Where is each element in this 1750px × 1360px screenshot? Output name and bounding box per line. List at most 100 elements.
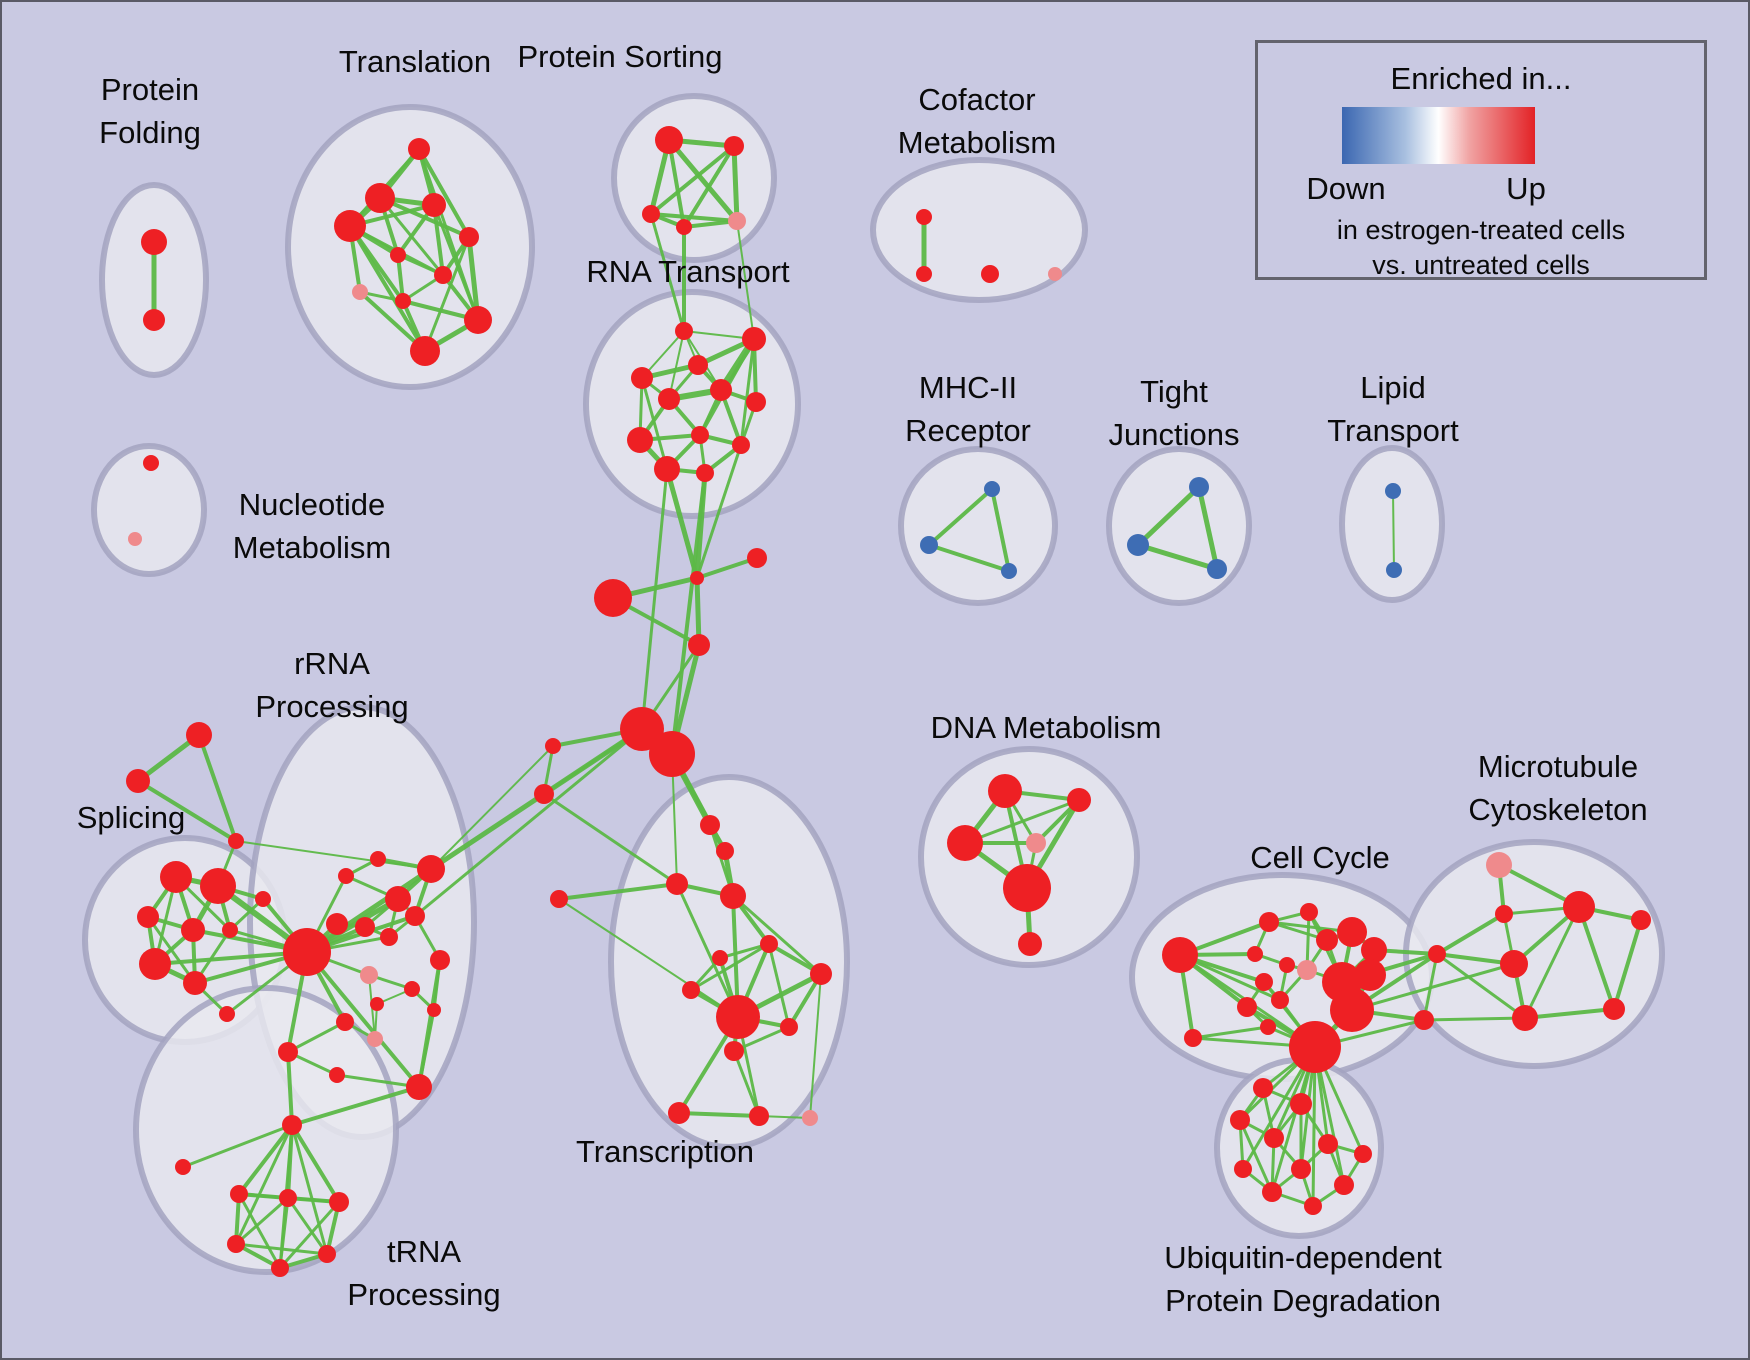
node-cc2[interactable] <box>1300 903 1318 921</box>
node-ps1[interactable] <box>724 136 744 156</box>
node-rt10[interactable] <box>654 456 680 482</box>
node-rr4[interactable] <box>326 913 348 935</box>
node-sp8[interactable] <box>255 891 271 907</box>
node-t6[interactable] <box>434 266 452 284</box>
node-cc14[interactable] <box>1330 988 1374 1032</box>
node-sp5[interactable] <box>139 948 171 980</box>
node-t0[interactable] <box>408 138 430 160</box>
node-tr12[interactable] <box>668 1102 690 1124</box>
node-rr10[interactable] <box>404 981 420 997</box>
node-cc8[interactable] <box>1297 960 1317 980</box>
node-ub9[interactable] <box>1262 1182 1282 1202</box>
node-rr1[interactable] <box>370 851 386 867</box>
node-h1[interactable] <box>620 707 664 751</box>
node-mh2[interactable] <box>1001 563 1017 579</box>
node-tr14[interactable] <box>802 1110 818 1126</box>
node-tr1[interactable] <box>716 842 734 860</box>
node-cc7[interactable] <box>1279 957 1295 973</box>
node-sg2[interactable] <box>228 833 244 849</box>
node-rt0[interactable] <box>675 322 693 340</box>
node-cc11[interactable] <box>1354 959 1386 991</box>
node-sp2[interactable] <box>137 906 159 928</box>
node-cf0[interactable] <box>916 209 932 225</box>
node-t4[interactable] <box>459 227 479 247</box>
node-tj2[interactable] <box>1207 559 1227 579</box>
node-cc12[interactable] <box>1237 997 1257 1017</box>
node-cc1[interactable] <box>1259 912 1279 932</box>
node-ub4[interactable] <box>1318 1134 1338 1154</box>
node-rt5[interactable] <box>710 379 732 401</box>
node-cf1[interactable] <box>916 266 932 282</box>
node-RR[interactable] <box>283 928 331 976</box>
node-t8[interactable] <box>395 293 411 309</box>
node-sp6[interactable] <box>183 971 207 995</box>
node-rr11[interactable] <box>370 997 384 1011</box>
node-t3[interactable] <box>334 210 366 242</box>
node-ps4[interactable] <box>728 212 746 230</box>
node-ub0[interactable] <box>1253 1078 1273 1098</box>
node-t2[interactable] <box>422 193 446 217</box>
node-rr15[interactable] <box>278 1042 298 1062</box>
node-t1[interactable] <box>365 183 395 213</box>
node-mt2[interactable] <box>1563 891 1595 923</box>
node-hx3[interactable] <box>227 1235 245 1253</box>
node-rt4[interactable] <box>658 388 680 410</box>
node-rr14[interactable] <box>367 1031 383 1047</box>
node-cc16[interactable] <box>1184 1029 1202 1047</box>
node-dm5[interactable] <box>1018 932 1042 956</box>
node-h0[interactable] <box>594 579 632 617</box>
node-mt3[interactable] <box>1631 910 1651 930</box>
node-tr11[interactable] <box>724 1041 744 1061</box>
node-ub7[interactable] <box>1291 1159 1311 1179</box>
node-tr10[interactable] <box>780 1018 798 1036</box>
node-th[interactable] <box>282 1115 302 1135</box>
node-tr13[interactable] <box>749 1106 769 1126</box>
node-ub5[interactable] <box>1354 1145 1372 1163</box>
node-sp3[interactable] <box>181 918 205 942</box>
node-ub8[interactable] <box>1334 1175 1354 1195</box>
node-rr5[interactable] <box>355 917 375 937</box>
node-rt7[interactable] <box>627 427 653 453</box>
node-mt1[interactable] <box>1495 905 1513 923</box>
node-tr8[interactable] <box>682 981 700 999</box>
node-tr3[interactable] <box>720 883 746 909</box>
node-tr6[interactable] <box>712 950 728 966</box>
node-rr6[interactable] <box>380 928 398 946</box>
node-pf0[interactable] <box>141 229 167 255</box>
node-cc6[interactable] <box>1247 946 1263 962</box>
node-tj0[interactable] <box>1189 477 1209 497</box>
node-tr5[interactable] <box>760 935 778 953</box>
node-t10[interactable] <box>410 336 440 366</box>
node-ps0[interactable] <box>655 126 683 154</box>
node-ps3[interactable] <box>676 219 692 235</box>
node-ub3[interactable] <box>1264 1128 1284 1148</box>
node-t5[interactable] <box>390 247 406 263</box>
node-rr7[interactable] <box>405 906 425 926</box>
node-dm4[interactable] <box>1003 864 1051 912</box>
node-tr0[interactable] <box>700 815 720 835</box>
node-tl[interactable] <box>175 1159 191 1175</box>
node-x0[interactable] <box>690 571 704 585</box>
node-sp0[interactable] <box>160 861 192 893</box>
node-rr3[interactable] <box>385 886 411 912</box>
node-ub6[interactable] <box>1234 1160 1252 1178</box>
node-cc9[interactable] <box>1255 973 1273 991</box>
node-rr9[interactable] <box>360 966 378 984</box>
node-rr13[interactable] <box>336 1013 354 1031</box>
node-cc15[interactable] <box>1289 1021 1341 1073</box>
node-rr8[interactable] <box>430 950 450 970</box>
node-mt5[interactable] <box>1512 1005 1538 1031</box>
node-dm3[interactable] <box>1026 833 1046 853</box>
node-h2[interactable] <box>649 731 695 777</box>
node-cn[interactable] <box>1428 945 1446 963</box>
node-rt6[interactable] <box>746 392 766 412</box>
node-hx5[interactable] <box>318 1245 336 1263</box>
node-mt4[interactable] <box>1500 950 1528 978</box>
node-hx2[interactable] <box>329 1192 349 1212</box>
node-sp7[interactable] <box>219 1006 235 1022</box>
node-cc3[interactable] <box>1337 917 1367 947</box>
node-rr17[interactable] <box>406 1074 432 1100</box>
node-x1[interactable] <box>688 634 710 656</box>
node-cf2[interactable] <box>981 265 999 283</box>
node-mt0[interactable] <box>1486 852 1512 878</box>
